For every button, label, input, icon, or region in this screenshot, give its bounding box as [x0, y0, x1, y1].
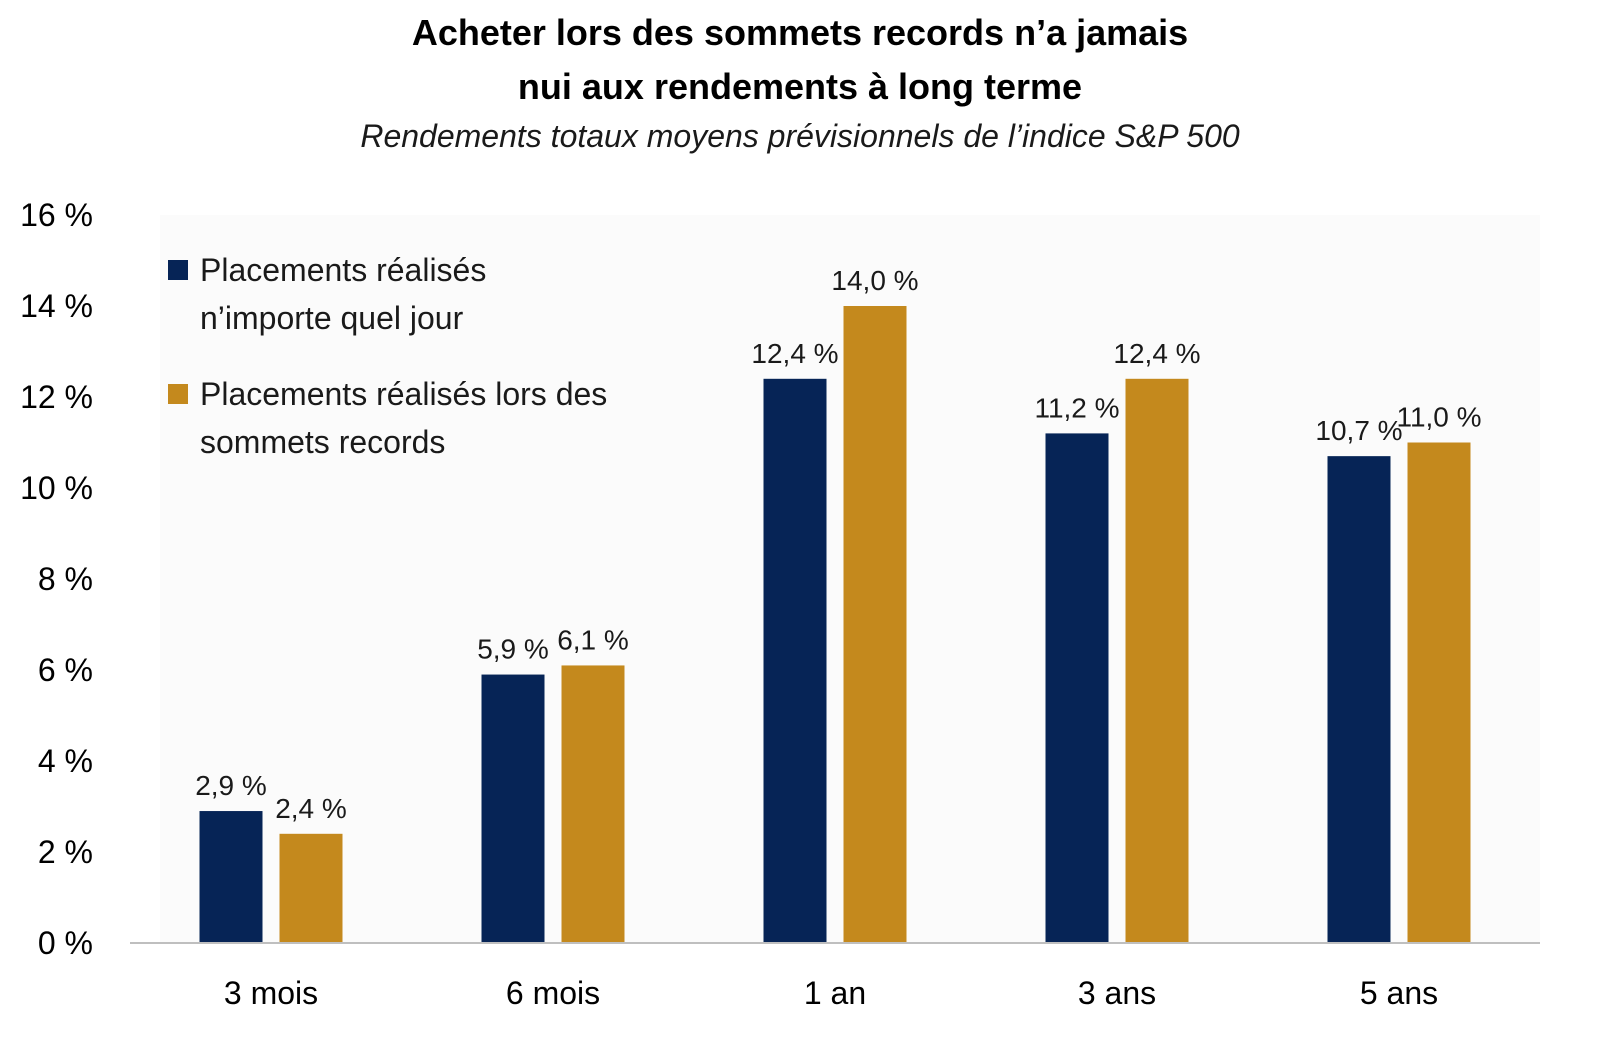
y-tick-label-4: 6 % — [38, 652, 93, 688]
y-tick-label-1: 0 % — [38, 925, 93, 961]
legend-swatch-series-1 — [168, 260, 188, 280]
chart-title-line-2: nui aux rendements à long terme — [517, 66, 1083, 107]
chart-subtitle: Rendements totaux moyens prévisionnels d… — [360, 118, 1240, 154]
bar-series-1-2 — [481, 674, 545, 943]
data-label-series-2-1: 2,4 % — [275, 793, 347, 824]
bar-series-1-1 — [199, 811, 263, 943]
bar-series-2-3 — [843, 306, 907, 943]
y-tick-label-2: 2 % — [38, 834, 93, 870]
x-tick-label-2: 6 mois — [506, 975, 600, 1011]
data-label-series-2-2: 6,1 % — [557, 624, 629, 655]
data-label-series-1-5: 10,7 % — [1315, 415, 1402, 446]
x-tick-label-1: 3 mois — [224, 975, 318, 1011]
data-label-series-1-4: 11,2 % — [1034, 392, 1119, 423]
x-tick-label-5: 5 ans — [1360, 975, 1438, 1011]
x-tick-label-4: 3 ans — [1078, 975, 1156, 1011]
legend-swatch-series-2 — [168, 384, 188, 404]
y-tick-label-8: 14 % — [20, 288, 93, 324]
data-label-series-1-1: 2,9 % — [195, 770, 267, 801]
bar-series-2-1 — [279, 833, 343, 943]
y-tick-label-9: 16 % — [20, 197, 93, 233]
bar-series-2-5 — [1407, 442, 1471, 943]
y-tick-label-7: 12 % — [20, 379, 93, 415]
bar-series-2-4 — [1125, 378, 1189, 943]
data-label-series-2-5: 11,0 % — [1396, 402, 1481, 433]
y-tick-label-3: 4 % — [38, 743, 93, 779]
x-tick-label-3: 1 an — [804, 975, 866, 1011]
data-label-series-1-2: 5,9 % — [477, 634, 549, 665]
data-label-series-2-4: 12,4 % — [1113, 338, 1200, 369]
y-tick-label-6: 10 % — [20, 470, 93, 506]
bar-series-1-5 — [1327, 456, 1391, 943]
data-label-series-1-3: 12,4 % — [751, 338, 838, 369]
bar-series-1-4 — [1045, 433, 1109, 943]
bar-series-2-2 — [561, 665, 625, 943]
y-tick-label-5: 8 % — [38, 561, 93, 597]
legend-label-series-2: Placements réalisés lors des sommets rec… — [200, 376, 608, 460]
legend-label-series-1: Placements réalisés n’importe quel jour — [200, 252, 487, 336]
bar-series-1-3 — [763, 378, 827, 943]
data-label-series-2-3: 14,0 % — [831, 265, 918, 296]
chart-title-line-1: Acheter lors des sommets records n’a jam… — [411, 12, 1189, 53]
